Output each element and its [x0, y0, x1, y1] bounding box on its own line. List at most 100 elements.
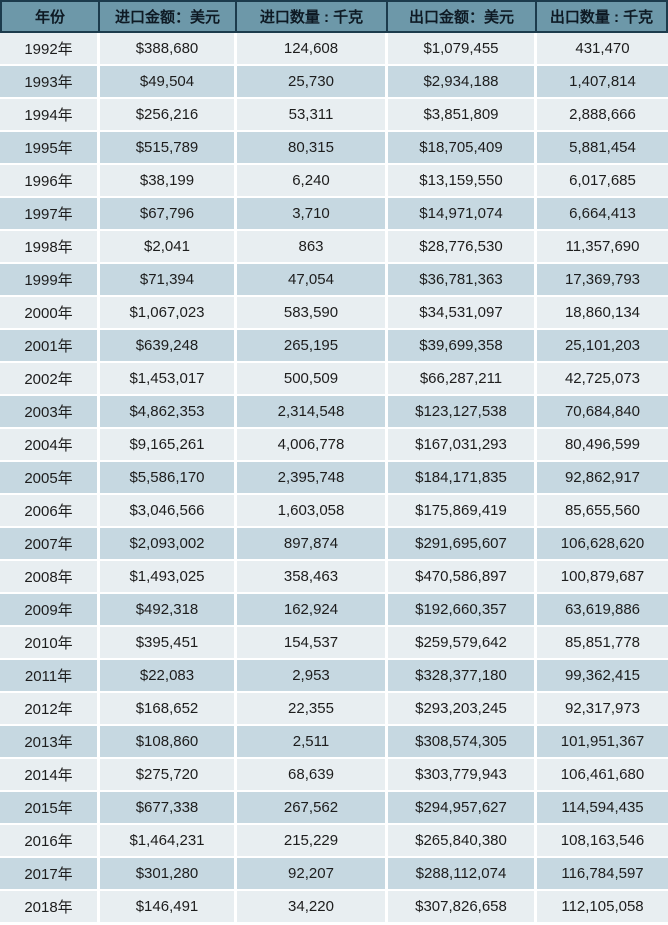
export-quantity-cell: 25,101,203	[537, 330, 668, 363]
import-quantity-cell: 267,562	[237, 792, 388, 825]
export-amount-cell: $66,287,211	[388, 363, 537, 396]
table-row: 2009年 $492,318 162,924 $192,660,357 63,619,8…	[0, 594, 668, 627]
export-amount-cell: $308,574,305	[388, 726, 537, 759]
export-amount-cell: $2,934,188	[388, 66, 537, 99]
export-quantity-cell: 42,725,073	[537, 363, 668, 396]
import-amount-cell: $168,652	[100, 693, 237, 726]
import-amount-cell: $38,199	[100, 165, 237, 198]
import-quantity-cell: 215,229	[237, 825, 388, 858]
header-year: 年份	[0, 0, 100, 33]
export-quantity-cell: 85,851,778	[537, 627, 668, 660]
year-cell: 1992年	[0, 33, 100, 66]
import-amount-cell: $515,789	[100, 132, 237, 165]
table-row: 1996年 $38,199 6,240 $13,159,550 6,017,685	[0, 165, 668, 198]
year-cell: 2006年	[0, 495, 100, 528]
import-quantity-cell: 92,207	[237, 858, 388, 891]
import-amount-cell: $1,464,231	[100, 825, 237, 858]
table-row: 2014年 $275,720 68,639 $303,779,943 106,461,6…	[0, 759, 668, 792]
export-amount-cell: $13,159,550	[388, 165, 537, 198]
import-amount-cell: $677,338	[100, 792, 237, 825]
export-amount-cell: $328,377,180	[388, 660, 537, 693]
year-cell: 2002年	[0, 363, 100, 396]
import-amount-cell: $2,041	[100, 231, 237, 264]
import-quantity-cell: 358,463	[237, 561, 388, 594]
export-amount-cell: $18,705,409	[388, 132, 537, 165]
import-quantity-cell: 897,874	[237, 528, 388, 561]
export-quantity-cell: 101,951,367	[537, 726, 668, 759]
table-row: 2000年 $1,067,023 583,590 $34,531,097 18,860,…	[0, 297, 668, 330]
export-amount-cell: $288,112,074	[388, 858, 537, 891]
import-quantity-cell: 68,639	[237, 759, 388, 792]
export-amount-cell: $34,531,097	[388, 297, 537, 330]
year-cell: 2007年	[0, 528, 100, 561]
table-row: 2007年 $2,093,002 897,874 $291,695,607 106,62…	[0, 528, 668, 561]
export-quantity-cell: 1,407,814	[537, 66, 668, 99]
year-cell: 2017年	[0, 858, 100, 891]
table-row: 2006年 $3,046,566 1,603,058 $175,869,419 85,6…	[0, 495, 668, 528]
year-cell: 2000年	[0, 297, 100, 330]
export-amount-cell: $1,079,455	[388, 33, 537, 66]
table-row: 1994年 $256,216 53,311 $3,851,809 2,888,666	[0, 99, 668, 132]
year-cell: 2014年	[0, 759, 100, 792]
export-quantity-cell: 70,684,840	[537, 396, 668, 429]
import-amount-cell: $4,862,353	[100, 396, 237, 429]
export-amount-cell: $192,660,357	[388, 594, 537, 627]
import-quantity-cell: 863	[237, 231, 388, 264]
table-row: 2012年 $168,652 22,355 $293,203,245 92,317,97…	[0, 693, 668, 726]
import-quantity-cell: 34,220	[237, 891, 388, 924]
year-cell: 2011年	[0, 660, 100, 693]
export-amount-cell: $293,203,245	[388, 693, 537, 726]
export-quantity-cell: 2,888,666	[537, 99, 668, 132]
year-cell: 2003年	[0, 396, 100, 429]
export-quantity-cell: 5,881,454	[537, 132, 668, 165]
import-quantity-cell: 1,603,058	[237, 495, 388, 528]
export-quantity-cell: 106,628,620	[537, 528, 668, 561]
export-quantity-cell: 63,619,886	[537, 594, 668, 627]
import-amount-cell: $1,453,017	[100, 363, 237, 396]
year-cell: 2018年	[0, 891, 100, 924]
export-amount-cell: $39,699,358	[388, 330, 537, 363]
header-export-amount: 出口金额：美元	[388, 0, 537, 33]
import-quantity-cell: 80,315	[237, 132, 388, 165]
import-amount-cell: $301,280	[100, 858, 237, 891]
export-quantity-cell: 106,461,680	[537, 759, 668, 792]
year-cell: 2008年	[0, 561, 100, 594]
export-quantity-cell: 99,362,415	[537, 660, 668, 693]
export-amount-cell: $184,171,835	[388, 462, 537, 495]
import-quantity-cell: 4,006,778	[237, 429, 388, 462]
import-amount-cell: $146,491	[100, 891, 237, 924]
year-cell: 2004年	[0, 429, 100, 462]
import-amount-cell: $275,720	[100, 759, 237, 792]
import-quantity-cell: 2,511	[237, 726, 388, 759]
year-cell: 1998年	[0, 231, 100, 264]
header-import-quantity: 进口数量 : 千克	[237, 0, 388, 33]
import-quantity-cell: 53,311	[237, 99, 388, 132]
import-amount-cell: $1,493,025	[100, 561, 237, 594]
year-cell: 1999年	[0, 264, 100, 297]
header-export-quantity: 出口数量 : 千克	[537, 0, 668, 33]
import-quantity-cell: 265,195	[237, 330, 388, 363]
export-quantity-cell: 100,879,687	[537, 561, 668, 594]
import-amount-cell: $108,860	[100, 726, 237, 759]
table-row: 1995年 $515,789 80,315 $18,705,409 5,881,454	[0, 132, 668, 165]
export-amount-cell: $259,579,642	[388, 627, 537, 660]
import-quantity-cell: 124,608	[237, 33, 388, 66]
table-row: 2001年 $639,248 265,195 $39,699,358 25,101,20…	[0, 330, 668, 363]
import-amount-cell: $1,067,023	[100, 297, 237, 330]
table-row: 2016年 $1,464,231 215,229 $265,840,380 108,16…	[0, 825, 668, 858]
table-row: 2004年 $9,165,261 4,006,778 $167,031,293 80,4…	[0, 429, 668, 462]
import-amount-cell: $639,248	[100, 330, 237, 363]
import-quantity-cell: 162,924	[237, 594, 388, 627]
import-amount-cell: $395,451	[100, 627, 237, 660]
table-row: 2013年 $108,860 2,511 $308,574,305 101,951,36…	[0, 726, 668, 759]
table-row: 2003年 $4,862,353 2,314,548 $123,127,538 70,6…	[0, 396, 668, 429]
table-row: 2015年 $677,338 267,562 $294,957,627 114,594,…	[0, 792, 668, 825]
import-amount-cell: $492,318	[100, 594, 237, 627]
export-quantity-cell: 11,357,690	[537, 231, 668, 264]
import-quantity-cell: 2,314,548	[237, 396, 388, 429]
import-amount-cell: $3,046,566	[100, 495, 237, 528]
export-quantity-cell: 80,496,599	[537, 429, 668, 462]
year-cell: 1994年	[0, 99, 100, 132]
import-quantity-cell: 3,710	[237, 198, 388, 231]
